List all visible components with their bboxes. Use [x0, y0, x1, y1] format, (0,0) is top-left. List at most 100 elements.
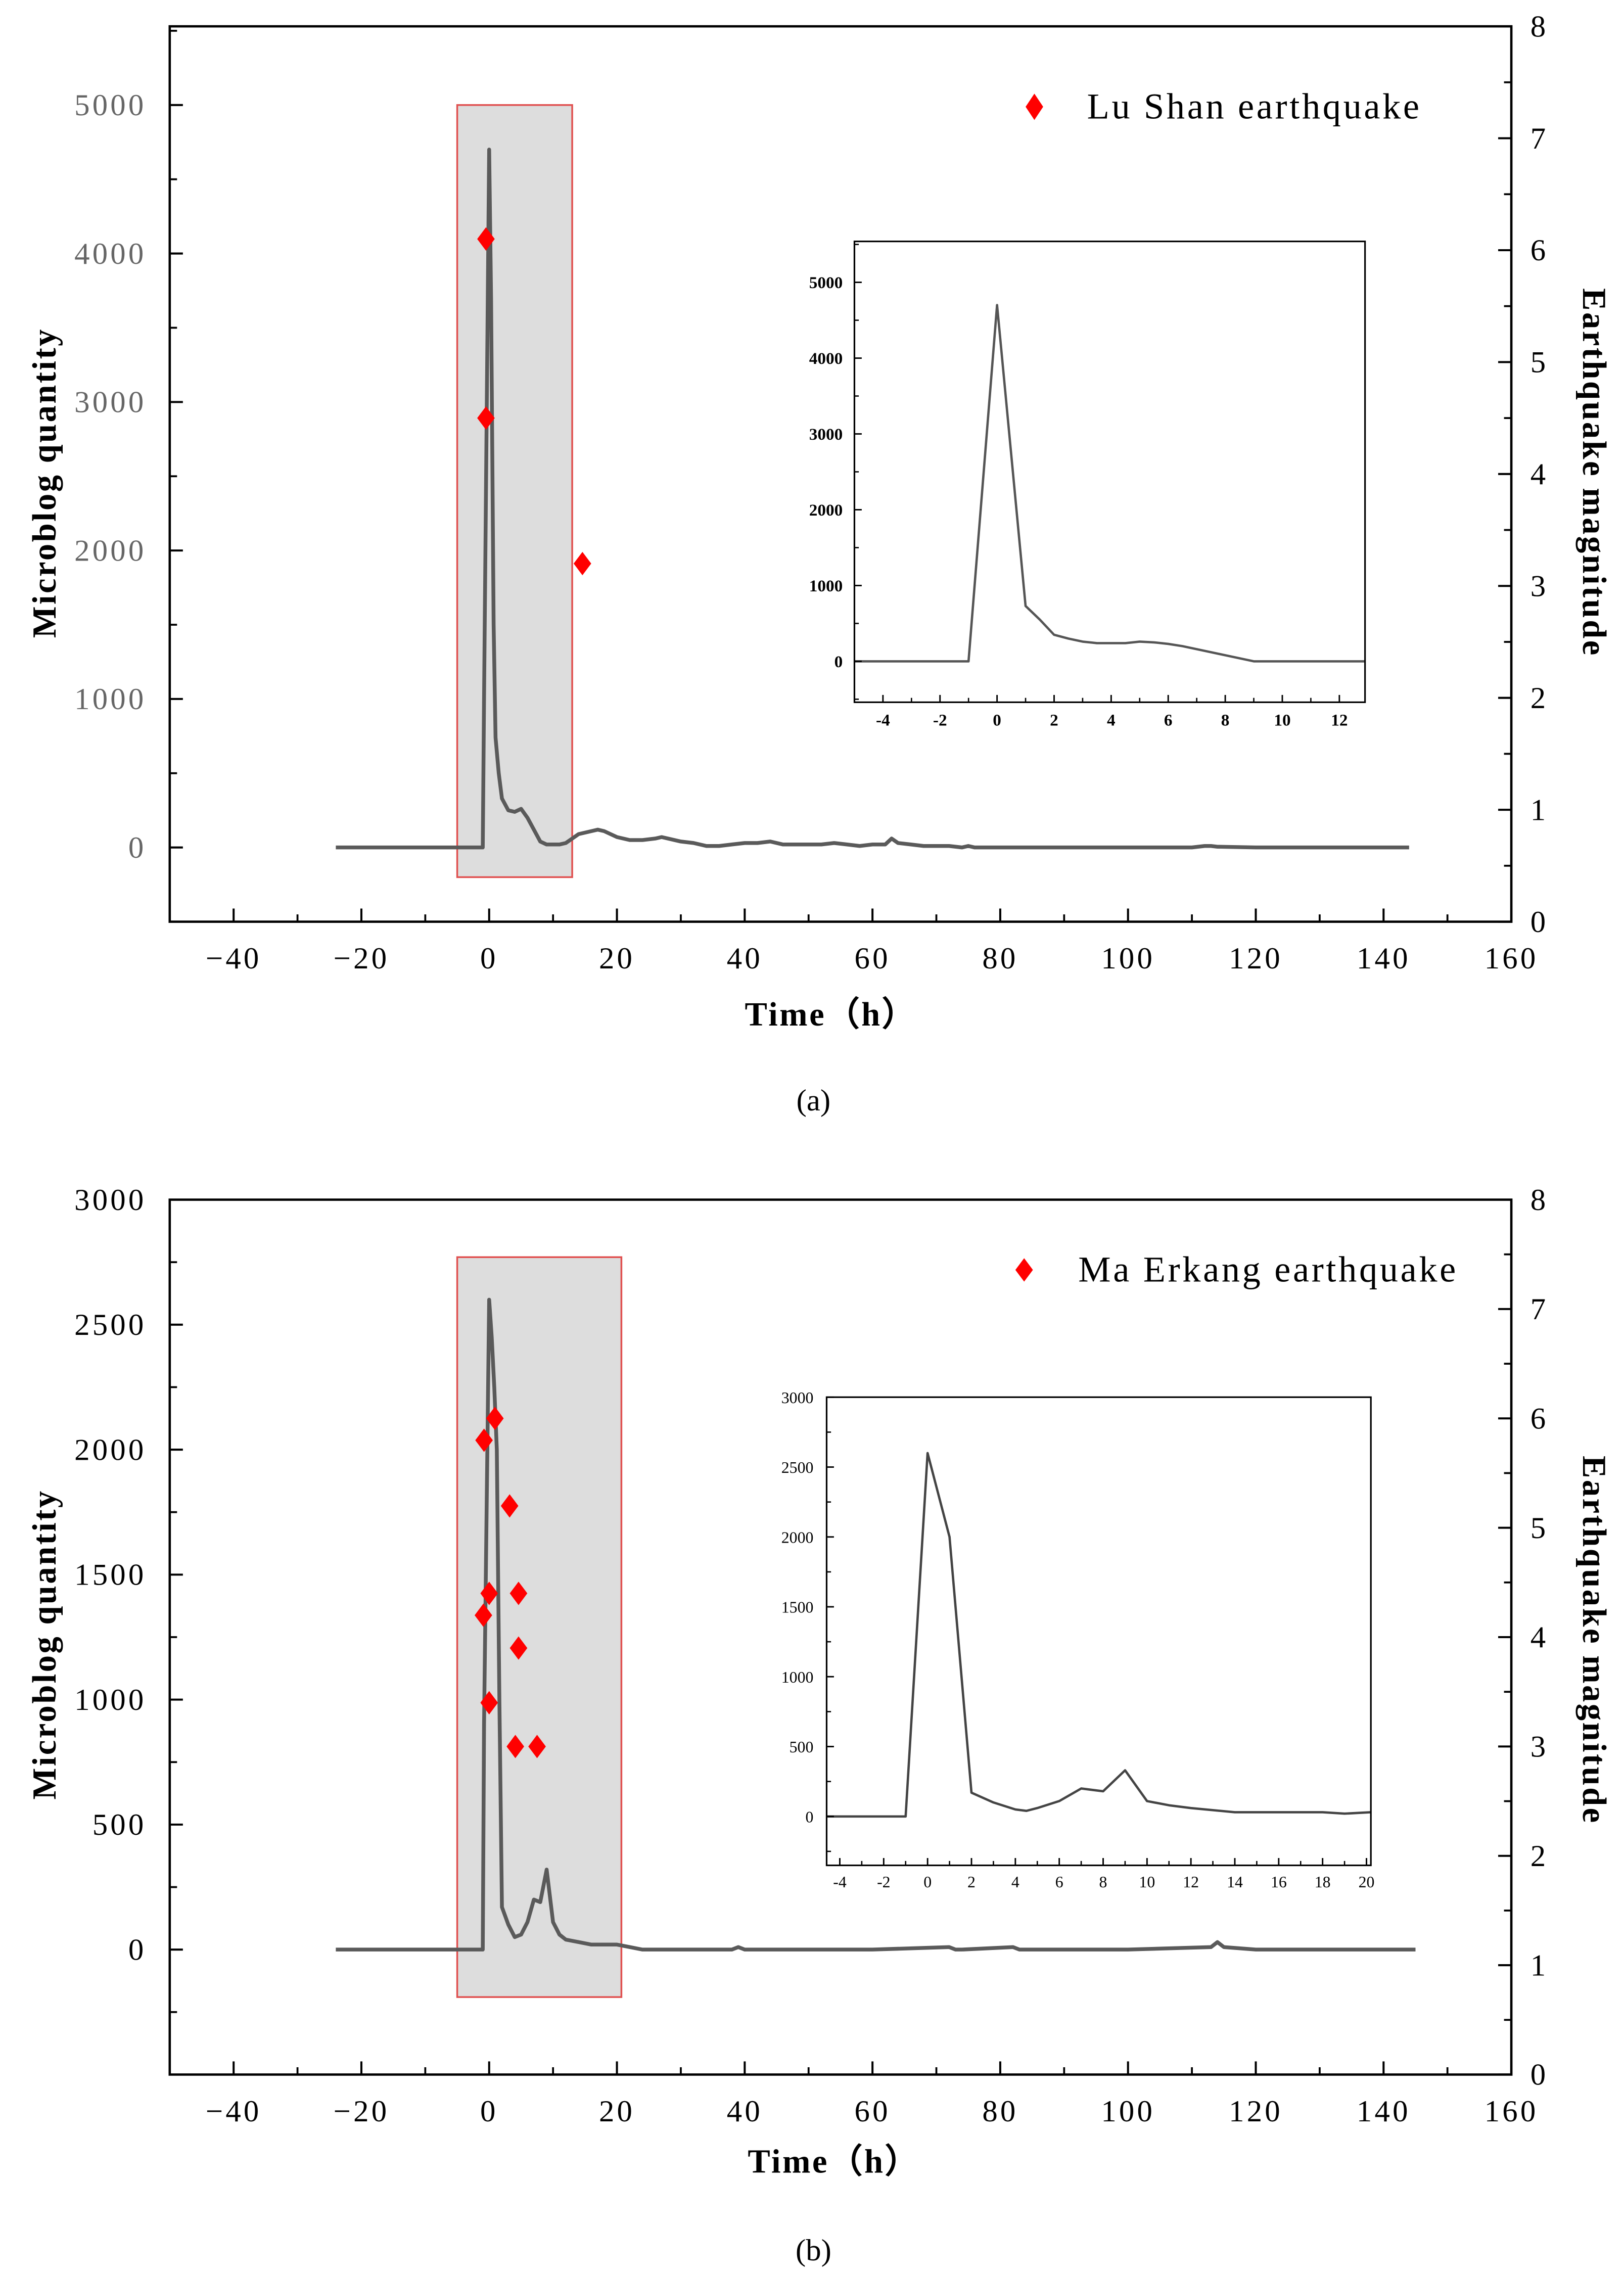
panel-label: (b): [796, 2234, 831, 2267]
y-tick-label: 1000: [74, 1683, 146, 1717]
y-right-tick-label: 4: [1530, 457, 1549, 491]
inset-frame: [825, 1396, 1372, 1867]
inset-x-tick-label: 12: [1331, 711, 1348, 730]
x-tick-label: 100: [1101, 2095, 1155, 2128]
y-right-tick-label: 5: [1530, 346, 1549, 380]
inset-y-tick-label: 4000: [809, 349, 843, 368]
x-tick-label: 160: [1484, 2095, 1539, 2128]
x-axis-title: Time（h）: [745, 996, 917, 1033]
y-right-tick-label: 0: [1530, 905, 1549, 939]
inset-y-tick-label: 1500: [781, 1599, 814, 1616]
x-tick-label: −40: [206, 2095, 262, 2128]
y-right-tick-label: 3: [1530, 570, 1549, 603]
inset-x-tick-label: 10: [1139, 1873, 1155, 1891]
y-tick-label: 3000: [74, 1183, 146, 1217]
y-right-tick-label: 5: [1530, 1511, 1549, 1545]
y-right-tick-label: 4: [1530, 1620, 1549, 1654]
earthquake-point: [477, 406, 495, 430]
panel-b: Microblog quantity Earthquake magnitude …: [26, 1183, 1612, 2267]
inset-y-tick-label: 1000: [781, 1668, 814, 1686]
y-tick-label: 2000: [74, 1433, 146, 1467]
inset-x-tick-label: -2: [933, 711, 947, 730]
y-tick-label: 4000: [74, 237, 146, 271]
panel-label: (a): [797, 1084, 830, 1118]
inset-x-tick-label: 0: [993, 711, 1001, 730]
earthquake-point: [480, 1582, 498, 1605]
inset-x-tick-label: 8: [1099, 1873, 1107, 1891]
x-tick-label: 120: [1229, 2095, 1283, 2128]
inset-y-tick-label: 0: [834, 653, 843, 671]
x-tick-label: 100: [1101, 942, 1155, 976]
earthquake-point: [480, 1691, 498, 1714]
inset-x-tick-label: -4: [876, 711, 890, 730]
x-tick-label: 0: [480, 2095, 498, 2128]
x-tick-label: 20: [599, 2095, 635, 2128]
inset-microblog-line: [826, 1452, 1371, 1818]
inset-x-tick-label: 16: [1271, 1873, 1287, 1891]
x-tick-label: 0: [480, 942, 498, 976]
y-right-tick-label: 1: [1530, 793, 1549, 827]
y-right-tick-label: 8: [1530, 1183, 1549, 1217]
inset-y-tick-label: 2500: [781, 1459, 814, 1476]
inset-y-tick-label: 2000: [781, 1528, 814, 1546]
y-right-tick-label: 6: [1530, 1402, 1549, 1436]
x-tick-label: 80: [982, 942, 1018, 976]
inset-chart: -4 -2 0 2 4 6 8 10 12 14 16 18 20 0 500 1000 1500 2000 250…: [781, 1389, 1375, 1891]
y-right-tick-label: 2: [1530, 681, 1549, 715]
inset-x-tick-label: 2: [1050, 711, 1058, 730]
y-right-tick-label: 1: [1530, 1948, 1549, 1982]
y-right-tick-label: 7: [1530, 122, 1549, 156]
inset-y-tick-label: 5000: [809, 273, 843, 292]
inset-x-tick-label: 2: [967, 1873, 976, 1891]
inset-y-tick-label: 2000: [809, 501, 843, 520]
earthquake-point: [486, 1407, 504, 1430]
x-tick-label: 60: [855, 2095, 891, 2128]
microblog-line: [336, 1297, 1416, 1952]
y-right-tick-label: 8: [1530, 10, 1549, 43]
y-tick-label: 1500: [74, 1558, 146, 1592]
legend-diamond-icon: [1015, 1258, 1033, 1282]
inset-y-tick-label: 1000: [809, 577, 843, 595]
inset-x-tick-label: 8: [1221, 711, 1230, 730]
inset-y-tick-label: 3000: [809, 425, 843, 444]
x-tick-label: 20: [599, 942, 635, 976]
inset-y-tick-label: 3000: [781, 1389, 814, 1407]
y-tick-label: 1000: [74, 682, 146, 716]
inset-x-tick-label: 10: [1274, 711, 1290, 730]
x-tick-label: −40: [206, 942, 262, 976]
inset-chart: -4 -2 0 2 4 6 8 10 12 0 1000 2000 3000 4000 5000: [809, 241, 1366, 730]
y-axis-title-left: Microblog quantity: [26, 1489, 63, 1799]
highlight-region: [456, 104, 573, 878]
inset-background: [826, 1397, 1371, 1866]
microblog-line: [336, 148, 1409, 850]
x-tick-label: 120: [1229, 942, 1283, 976]
inset-x-tick-label: 18: [1315, 1873, 1331, 1891]
x-tick-label: −20: [334, 942, 390, 976]
x-tick-label: −20: [334, 2095, 390, 2128]
inset-x-tick-label: 0: [923, 1873, 932, 1891]
legend-label: Lu Shan earthquake: [1087, 86, 1422, 126]
y-tick-label: 0: [128, 1933, 147, 1967]
y-axis-title-right: Earthquake magnitude: [1575, 1456, 1612, 1825]
inset-x-tick-label: 4: [1107, 711, 1116, 730]
x-tick-label: 140: [1357, 2095, 1411, 2128]
x-tick-label: 40: [727, 2095, 763, 2128]
inset-x-tick-label: -4: [833, 1873, 847, 1891]
inset-y-tick-label: 0: [805, 1808, 813, 1826]
y-tick-label: 3000: [74, 386, 146, 420]
y-tick-label: 2000: [74, 534, 146, 568]
inset-background: [854, 241, 1365, 703]
y-tick-label: 0: [128, 831, 147, 865]
panel-a: Microblog quantity Earthquake magnitude …: [26, 10, 1612, 1118]
y-right-tick-label: 2: [1530, 1839, 1549, 1873]
inset-x-tick-label: 6: [1055, 1873, 1063, 1891]
legend-label: Ma Erkang earthquake: [1078, 1249, 1458, 1290]
x-tick-label: 80: [982, 2095, 1018, 2128]
x-tick-label: 40: [727, 942, 763, 976]
y-right-tick-label: 0: [1530, 2058, 1549, 2092]
inset-x-tick-label: 6: [1164, 711, 1173, 730]
y-axis-title-right: Earthquake magnitude: [1575, 288, 1612, 657]
inset-microblog-line: [854, 304, 1365, 663]
earthquake-point: [509, 1636, 528, 1660]
